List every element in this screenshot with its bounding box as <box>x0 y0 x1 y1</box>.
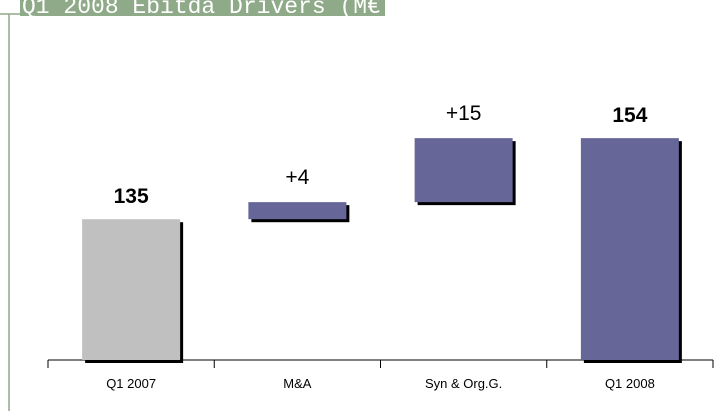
bar <box>248 202 347 220</box>
value-label: 135 <box>114 185 149 208</box>
title-banner <box>20 0 385 16</box>
bar <box>414 138 513 203</box>
x-tick-label: M&A <box>283 376 312 391</box>
chart-title: Q1 2008 Ebitda Drivers (M€) <box>22 0 395 20</box>
x-tick-label: Syn & Org.G. <box>425 376 502 391</box>
value-label: +4 <box>285 166 309 189</box>
x-tick-label: Q1 2007 <box>106 376 156 391</box>
bar <box>580 138 679 360</box>
value-label: 154 <box>612 104 647 127</box>
value-label: +15 <box>446 102 482 125</box>
bar <box>82 219 181 360</box>
x-tick-label: Q1 2008 <box>605 376 655 391</box>
